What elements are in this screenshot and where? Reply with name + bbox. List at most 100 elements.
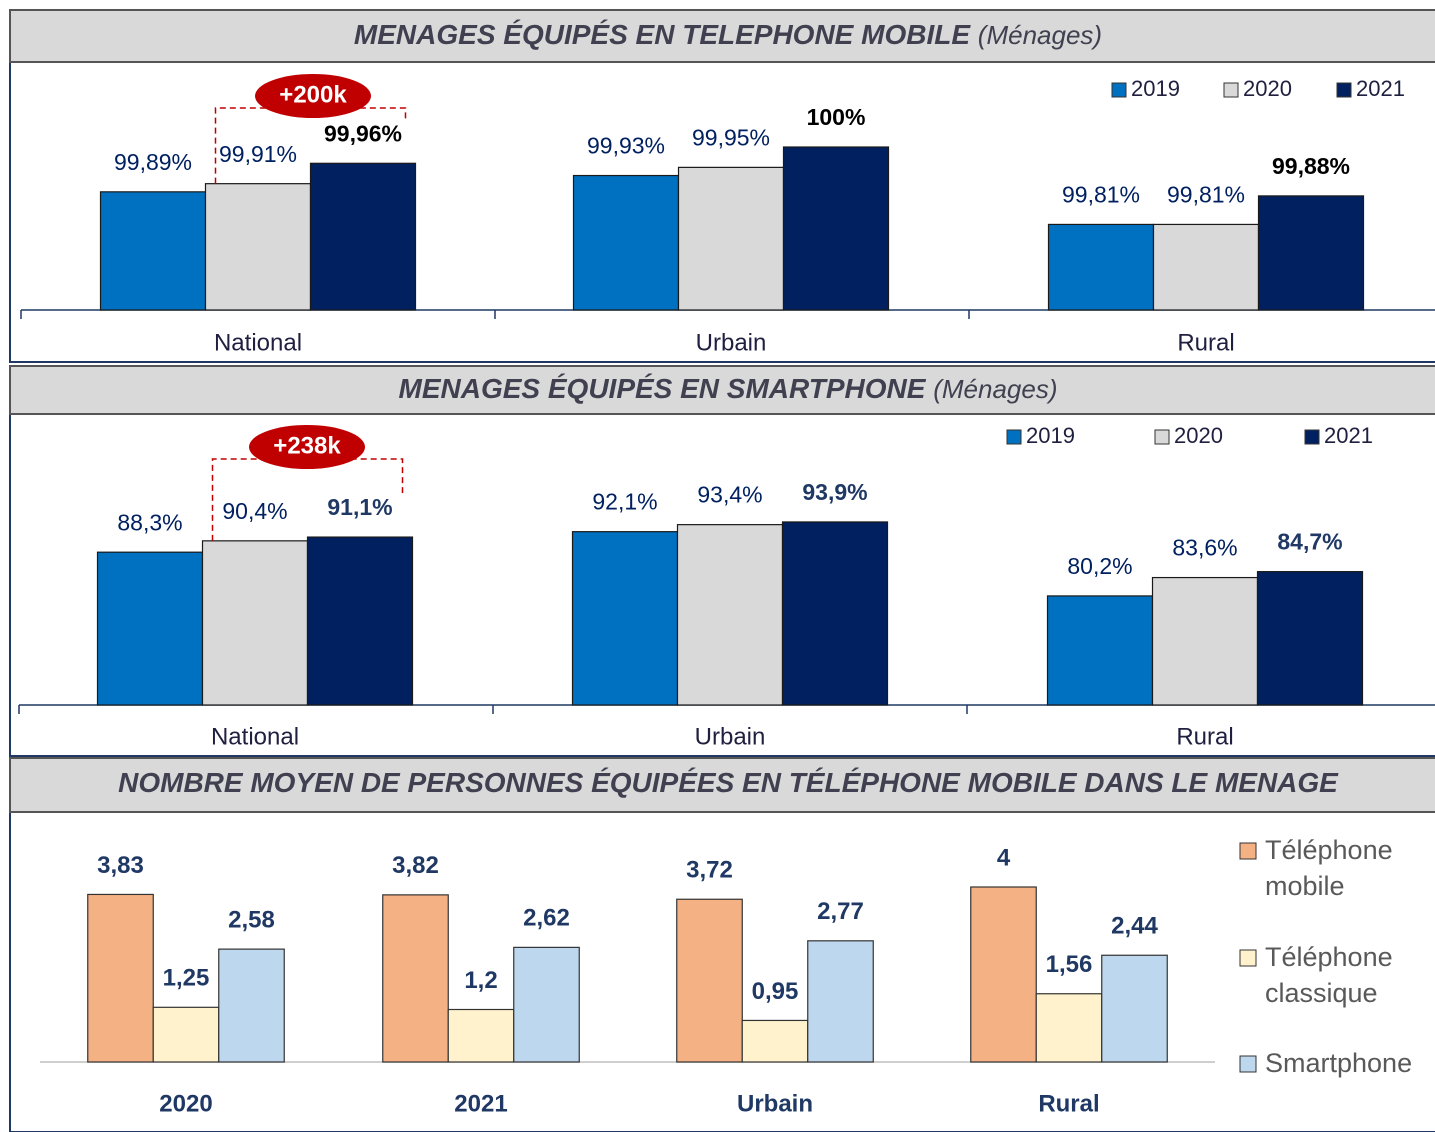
data-label: 99,95% (692, 124, 770, 150)
data-label: 1,2 (464, 967, 497, 994)
bar (309, 162, 417, 311)
subtitle-text: (Ménages) (933, 374, 1057, 404)
legend-swatch (1239, 1055, 1257, 1073)
legend-swatch (1111, 82, 1127, 98)
data-label: 0,95 (752, 978, 799, 1005)
data-label: 84,7% (1277, 529, 1342, 555)
bar (96, 551, 204, 706)
data-label: 2,58 (228, 906, 275, 933)
panel-header (9, 9, 1435, 63)
data-label: 93,4% (697, 482, 762, 508)
data-label: 88,3% (117, 509, 182, 535)
bar (676, 898, 743, 1063)
legend-label: 2021 (1324, 423, 1373, 448)
bar (382, 894, 449, 1063)
bar (1046, 595, 1154, 706)
legend-swatch (1336, 82, 1352, 98)
annotation-bracket (211, 458, 404, 541)
chart-title: NOMBRE MOYEN DE PERSONNES ÉQUIPÉES EN TÉ… (118, 767, 1339, 798)
legend-label: Téléphone classique (1265, 942, 1393, 1008)
bar (970, 886, 1037, 1063)
bar (204, 183, 312, 311)
x-tick-label: Rural (1038, 1090, 1099, 1117)
x-tick-label: National (211, 723, 299, 750)
bar (201, 540, 309, 706)
bar (781, 521, 889, 706)
bar (1047, 223, 1155, 311)
legend-swatch (1304, 429, 1320, 445)
x-tick-label: Rural (1177, 329, 1234, 356)
chart-title: MENAGES ÉQUIPÉS EN SMARTPHONE (Ménages) (399, 373, 1058, 404)
chart-title: MENAGES ÉQUIPÉS EN TELEPHONE MOBILE (Mén… (354, 19, 1102, 50)
bar (1101, 954, 1168, 1063)
title-text: MENAGES ÉQUIPÉS EN SMARTPHONE (399, 373, 927, 404)
legend-label: 2020 (1174, 423, 1223, 448)
bar (677, 166, 785, 311)
legend-label: Téléphone mobile (1265, 835, 1393, 901)
bar (218, 948, 285, 1063)
data-label: 80,2% (1067, 553, 1132, 579)
data-label: 99,81% (1167, 182, 1245, 208)
data-label: 93,9% (802, 479, 867, 505)
bar (782, 146, 890, 311)
bar (676, 524, 784, 706)
legend-label: 2020 (1243, 76, 1292, 101)
bar (1257, 195, 1365, 311)
x-tick-label: Rural (1176, 723, 1233, 750)
annotation-text: +238k (273, 432, 341, 459)
data-label: 90,4% (222, 498, 287, 524)
data-label: 99,91% (219, 141, 297, 167)
data-label: 99,81% (1062, 182, 1140, 208)
legend-swatch (1223, 82, 1239, 98)
data-label: 4 (997, 844, 1011, 871)
data-label: 3,72 (686, 857, 733, 884)
data-label: 2,44 (1111, 913, 1158, 940)
bar (152, 1006, 220, 1063)
legend-label: 2021 (1356, 76, 1405, 101)
annotation-text: +200k (279, 81, 347, 108)
bar (741, 1019, 809, 1063)
data-label: 99,88% (1272, 153, 1350, 179)
annotation-badge (255, 74, 371, 118)
title-text: NOMBRE MOYEN DE PERSONNES ÉQUIPÉES EN TÉ… (118, 767, 1339, 798)
legend-label: 2019 (1026, 423, 1075, 448)
data-label: 2,77 (817, 898, 864, 925)
legend-swatch (1006, 429, 1022, 445)
legend-swatch (1239, 842, 1257, 860)
x-tick-label: Urbain (737, 1090, 813, 1117)
bar (513, 946, 580, 1063)
panel-header (9, 757, 1435, 813)
bar (1151, 576, 1259, 706)
data-label: 1,25 (163, 965, 210, 992)
data-label: 1,56 (1046, 951, 1093, 978)
data-label: 3,83 (97, 852, 144, 879)
data-label: 99,93% (587, 133, 665, 159)
legend-label: Smartphone (1265, 1048, 1413, 1078)
bar (807, 940, 874, 1063)
x-tick-label: 2020 (159, 1090, 212, 1117)
data-label: 92,1% (592, 489, 657, 515)
legend-swatch (1154, 429, 1170, 445)
subtitle-text: (Ménages) (978, 20, 1102, 50)
legend-label: 2019 (1131, 76, 1180, 101)
panel-header (9, 365, 1435, 415)
annotation-badge (249, 425, 365, 469)
x-tick-label: Urbain (695, 723, 766, 750)
bar (99, 191, 207, 311)
data-label: 83,6% (1172, 535, 1237, 561)
data-label: 99,96% (324, 120, 402, 146)
data-label: 2,62 (523, 905, 570, 932)
bar (306, 536, 414, 706)
x-tick-label: Urbain (696, 329, 767, 356)
title-text: MENAGES ÉQUIPÉS EN TELEPHONE MOBILE (354, 19, 971, 50)
bar (1152, 223, 1260, 311)
bar (87, 893, 154, 1063)
bar (1256, 571, 1364, 706)
bar (571, 531, 679, 706)
bar (572, 174, 680, 311)
data-label: 100% (807, 104, 866, 130)
bar (1035, 993, 1103, 1063)
x-tick-label: 2021 (454, 1090, 507, 1117)
